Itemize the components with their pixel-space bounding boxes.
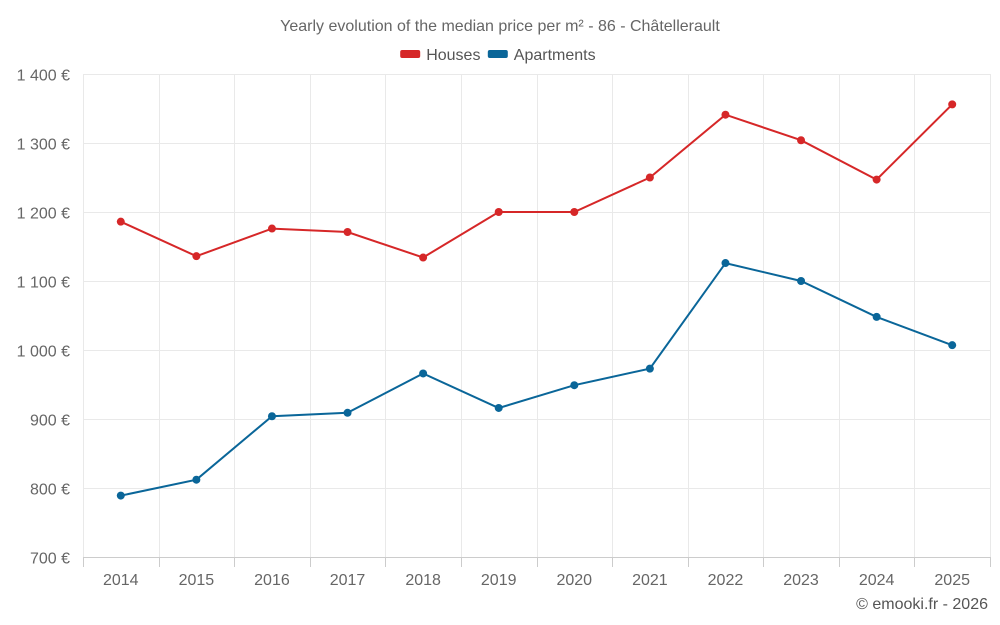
legend-item-houses[interactable]: Houses xyxy=(400,47,480,64)
series-houses xyxy=(116,100,957,262)
data-point-houses[interactable] xyxy=(192,252,201,261)
axes: 700 € 800 € 900 € 1 000 € 1 100 € 1 200 € 1 30… xyxy=(17,68,991,589)
data-point-houses[interactable] xyxy=(948,100,957,109)
data-point-apartments[interactable] xyxy=(872,312,881,321)
legend-label: Apartments xyxy=(514,47,596,64)
data-point-houses[interactable] xyxy=(494,208,503,216)
chart-title: Yearly evolution of the median price per… xyxy=(280,18,720,35)
y-tick-label: 1 100 € xyxy=(17,275,70,292)
y-tick-label: 900 € xyxy=(30,413,70,430)
data-point-houses[interactable] xyxy=(645,173,654,182)
data-point-houses[interactable] xyxy=(116,217,125,226)
y-tick-label: 1 000 € xyxy=(17,344,70,361)
y-tick-label: 1 400 € xyxy=(17,68,70,85)
legend: Houses Apartments xyxy=(400,47,596,64)
legend-swatch xyxy=(487,50,508,58)
x-tick-label: 2025 xyxy=(934,572,970,589)
x-tick-label: 2017 xyxy=(330,572,366,589)
data-point-apartments[interactable] xyxy=(645,364,654,373)
data-point-houses[interactable] xyxy=(721,110,730,119)
data-point-apartments[interactable] xyxy=(116,491,125,500)
data-point-apartments[interactable] xyxy=(948,341,957,350)
data-point-apartments[interactable] xyxy=(419,369,428,378)
x-tick-label: 2015 xyxy=(179,572,215,589)
x-tick-label: 2022 xyxy=(708,572,744,589)
series-layer xyxy=(116,100,957,500)
data-point-houses[interactable] xyxy=(419,253,428,262)
legend-swatch xyxy=(400,50,421,58)
data-point-apartments[interactable] xyxy=(570,381,579,390)
x-tick-label: 2019 xyxy=(481,572,517,589)
x-tick-label: 2023 xyxy=(783,572,819,589)
data-point-apartments[interactable] xyxy=(343,408,352,417)
credit-text: © emooki.fr - 2026 xyxy=(856,596,988,613)
x-tick-label: 2021 xyxy=(632,572,668,589)
data-point-apartments[interactable] xyxy=(797,277,806,285)
series-line-apartments xyxy=(120,261,953,497)
y-tick-label: 1 300 € xyxy=(17,137,70,154)
series-apartments xyxy=(116,259,957,500)
x-tick-label: 2024 xyxy=(859,572,895,589)
data-point-apartments[interactable] xyxy=(721,259,730,268)
data-point-houses[interactable] xyxy=(872,175,881,184)
data-point-apartments[interactable] xyxy=(494,403,503,412)
y-tick-label: 700 € xyxy=(30,551,70,568)
gridlines xyxy=(83,74,991,557)
legend-item-apartments[interactable]: Apartments xyxy=(487,47,596,64)
series-line-houses xyxy=(120,103,953,259)
data-point-apartments[interactable] xyxy=(267,412,276,421)
x-tick-label: 2016 xyxy=(254,572,290,589)
y-tick-label: 800 € xyxy=(30,482,70,499)
data-point-apartments[interactable] xyxy=(192,475,201,484)
x-tick-label: 2018 xyxy=(405,572,441,589)
data-point-houses[interactable] xyxy=(797,136,806,145)
x-tick-label: 2020 xyxy=(556,572,592,589)
y-tick-label: 1 200 € xyxy=(17,206,70,223)
data-point-houses[interactable] xyxy=(570,208,579,216)
legend-label: Houses xyxy=(426,47,480,64)
data-point-houses[interactable] xyxy=(343,228,352,237)
data-point-houses[interactable] xyxy=(267,224,276,233)
x-tick-label: 2014 xyxy=(103,572,139,589)
